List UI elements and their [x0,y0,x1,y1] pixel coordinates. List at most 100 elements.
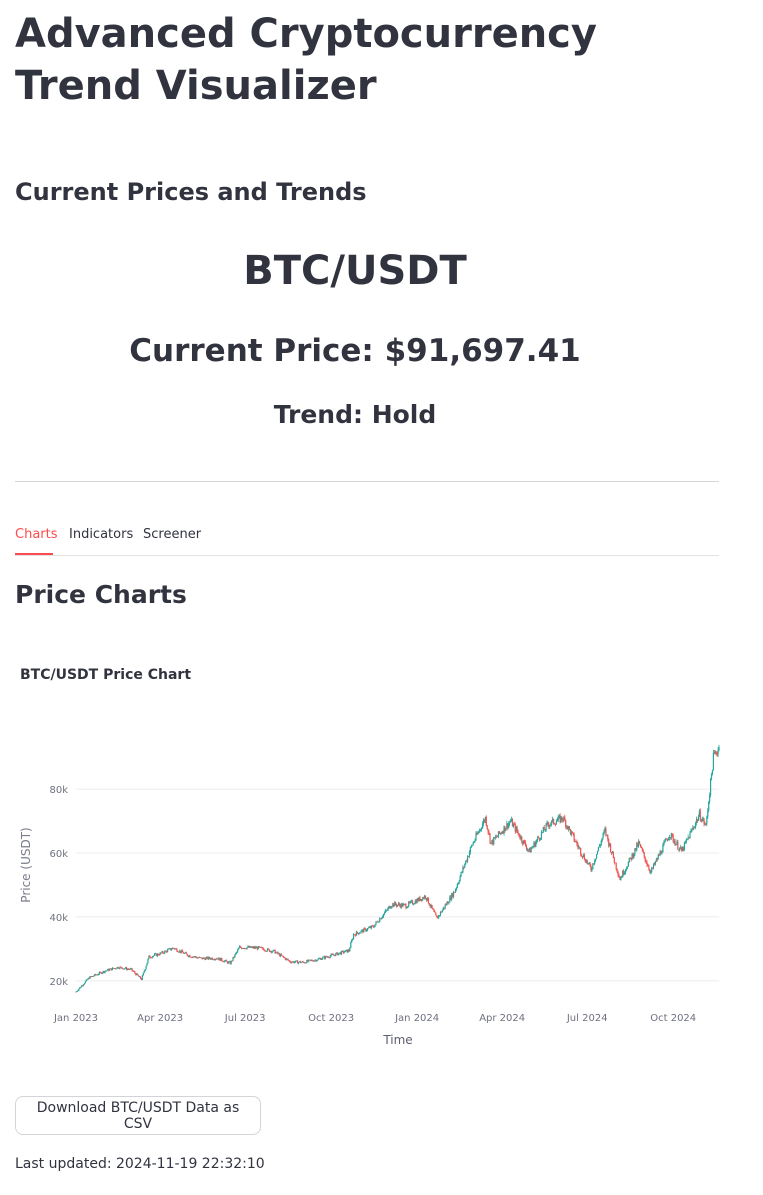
candle-body [171,947,173,950]
tab-indicators[interactable]: Indicators [69,527,134,542]
candle-body [165,950,167,952]
candle-body [673,841,675,842]
candle-body [655,858,657,862]
candle-body [312,960,314,962]
candle-body [237,949,239,952]
candle-body [308,959,310,962]
page-title: Advanced Cryptocurrency Trend Visualizer [15,11,597,109]
candle-body [286,958,288,960]
candle-body [620,877,622,880]
candle-body [352,939,354,941]
candle-body [658,854,660,856]
candle-body [243,947,245,949]
candle-body [181,950,184,953]
candle-body [417,898,419,902]
candle-body [334,954,336,956]
x-tick-label: Jan 2023 [53,1013,98,1024]
candle-body [172,947,174,949]
candle-body [409,901,412,903]
candle-body [279,953,281,957]
candle-body [648,866,650,870]
candle-body [196,957,199,959]
candle-body [266,951,268,952]
candle-body [275,952,277,954]
candle-body [333,954,335,956]
candle-body [413,903,415,905]
candle-body [230,960,232,965]
candle-body [136,973,138,976]
candle-body [690,830,692,833]
candle-body [381,916,384,918]
candle-body [295,960,297,962]
download-csv-button[interactable]: Download BTC/USDT Data as CSV [15,1096,261,1135]
candle-body [92,976,94,977]
candle-body [533,842,535,847]
candle-body [311,960,314,961]
candle-body [560,816,562,823]
candle-body [441,910,443,913]
candle-body [261,947,263,949]
candle-body [414,900,416,904]
candle-body [76,991,78,992]
candle-body [696,819,699,821]
candle-body [123,968,126,970]
tab-charts[interactable]: Charts [15,527,58,542]
candle-body [542,827,544,832]
candle-body [682,847,685,851]
candle-body [408,901,410,907]
candle-body [464,864,466,868]
candle-body [245,948,247,950]
candle-body [176,948,178,952]
candle-body [298,961,300,963]
candle-body [152,955,155,957]
candle-body [710,774,713,779]
candle-body [295,960,298,962]
active-tab-indicator [15,553,53,555]
candle-body [89,976,91,979]
price-chart-svg[interactable]: BTC/USDT Price Chart 20k 40k 60k 80k Jan 202… [0,650,763,1060]
candle-body [355,931,357,936]
candle-body [399,905,401,908]
candle-body [96,974,99,976]
candle-body [596,851,599,854]
candle-body [208,957,210,960]
candle-body [482,820,485,825]
candle-body [630,857,632,860]
candle-body [356,931,358,934]
candle-body [552,818,555,824]
price-chart[interactable]: BTC/USDT Price Chart 20k 40k 60k 80k Jan 202… [0,650,763,1060]
candle-body [126,968,129,970]
candle-body [173,948,175,950]
candle-body [611,851,614,854]
candle-body [88,978,90,979]
candle-body [87,978,89,980]
candle-body [573,834,575,841]
candle-body [276,951,278,953]
candle-body [222,960,224,962]
candle-body [666,839,669,841]
candle-body [528,848,530,851]
candle-body [105,970,107,972]
candle-body [475,833,477,840]
candle-body [267,948,270,950]
candle-body [483,820,486,822]
candle-body [489,833,491,843]
candle-body [189,955,191,958]
candle-body [617,871,619,876]
x-tick-label: Apr 2023 [137,1013,183,1024]
candle-body [415,900,417,904]
candle-body [440,911,443,913]
candle-body [338,953,340,956]
candle-body [574,840,576,842]
candle-body [486,825,488,829]
candle-body [241,948,243,950]
candle-body [635,848,637,851]
candle-body [369,926,371,929]
candle-body [323,956,325,958]
candle-body [247,946,249,948]
tab-screener[interactable]: Screener [143,527,202,542]
candle-body [608,839,610,846]
candle-body [400,903,402,908]
candle-body [693,827,695,829]
candle-body [109,968,112,970]
